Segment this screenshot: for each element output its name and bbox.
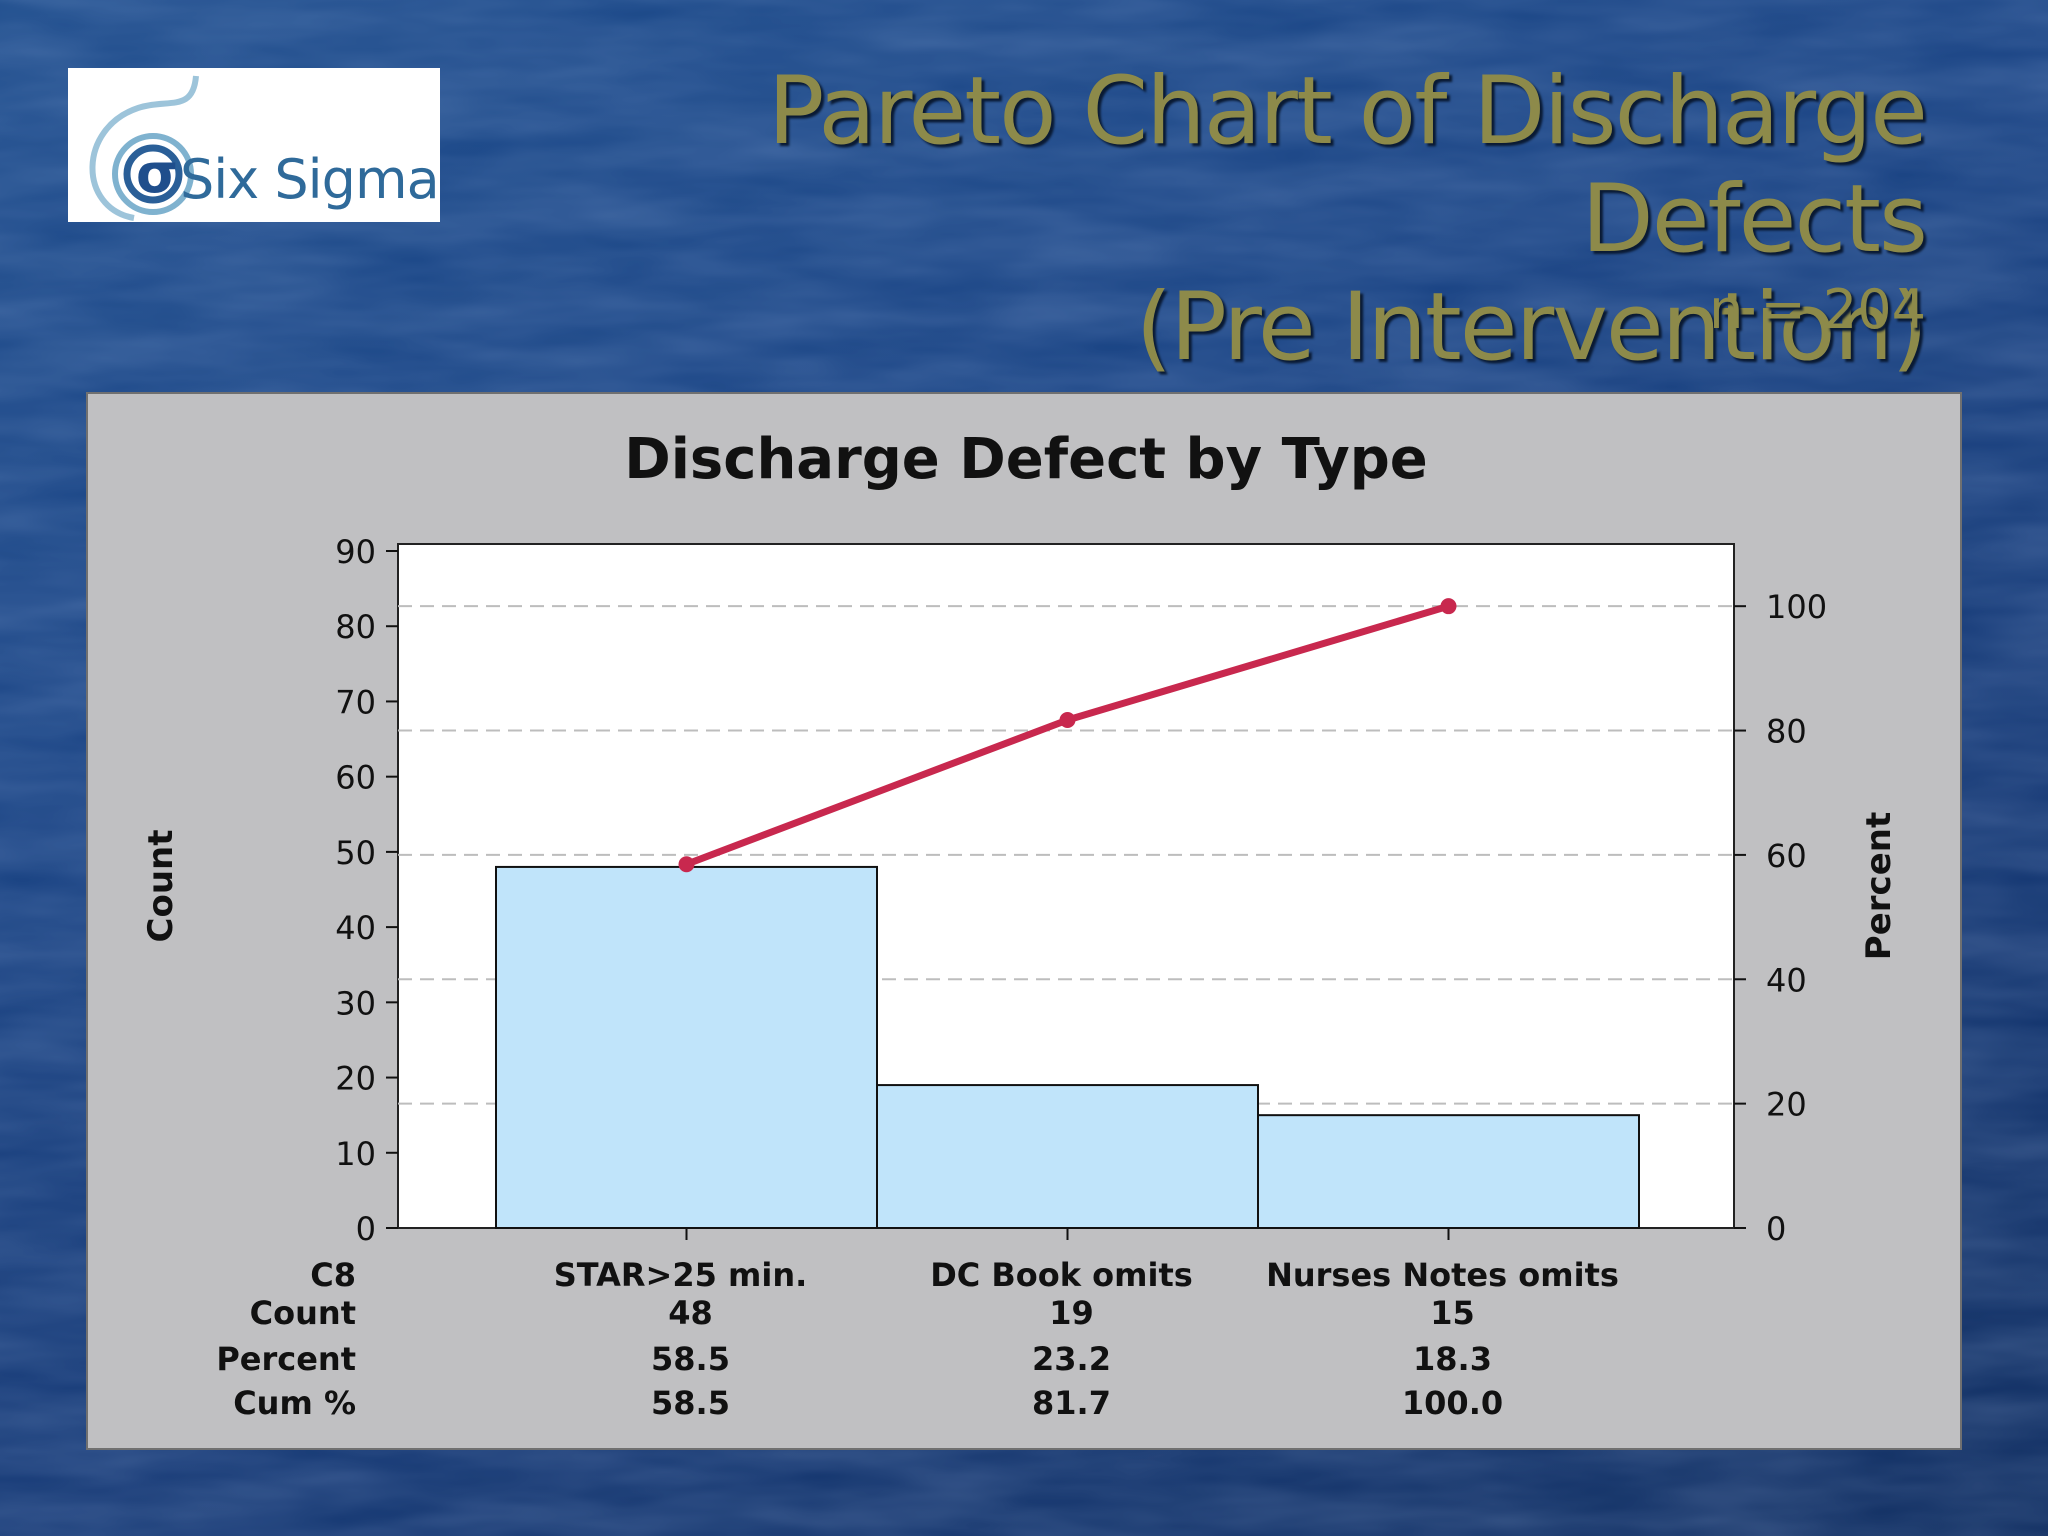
y2-tick-label: 60 <box>1766 837 1807 875</box>
category-label: Nurses Notes omits <box>1266 1256 1619 1294</box>
six-sigma-logo: σ Six Sigma <box>68 68 440 222</box>
slide-title-line2: (Pre Intervention) <box>1135 273 1928 382</box>
cumulative-point <box>678 856 695 873</box>
table-cum-percent: 81.7 <box>1032 1384 1111 1422</box>
table-count: 15 <box>1430 1294 1475 1332</box>
cumulative-line <box>678 598 1457 873</box>
y2-tick-label: 100 <box>1766 588 1827 626</box>
cumulative-point <box>1059 711 1076 728</box>
y-axis-label: Count <box>141 830 181 943</box>
y-tick-label: 50 <box>335 834 376 872</box>
svg-text:σ: σ <box>136 142 178 205</box>
chart-title: Discharge Defect by Type <box>624 427 1428 492</box>
bar <box>1257 1114 1640 1230</box>
sigma-spiral-icon: σ <box>89 75 199 221</box>
y-tick-label: 60 <box>335 759 376 797</box>
table-percent: 23.2 <box>1032 1340 1111 1378</box>
table-count: 19 <box>1049 1294 1094 1332</box>
category-label: DC Book omits <box>930 1256 1193 1294</box>
y2-axis: 0 20 40 60 80 100 <box>1734 588 1827 1248</box>
y-tick-label: 10 <box>335 1135 376 1173</box>
table-cum-percent: 58.5 <box>651 1384 730 1422</box>
table-percent: 18.3 <box>1413 1340 1492 1378</box>
x-axis <box>685 1228 1450 1240</box>
table-cum-percent: 100.0 <box>1402 1384 1503 1422</box>
table-row-label: Count <box>250 1294 356 1332</box>
y-tick-label: 30 <box>335 984 376 1022</box>
logo-text: Six Sigma <box>180 148 440 211</box>
slide-title-line1: Pareto Chart of Discharge Defects <box>767 57 1928 274</box>
y2-tick-label: 0 <box>1766 1210 1786 1248</box>
table-row-label: Percent <box>216 1340 356 1378</box>
y2-tick-label: 40 <box>1766 961 1807 999</box>
table-count: 48 <box>668 1294 713 1332</box>
y2-tick-label: 80 <box>1766 713 1807 751</box>
y-tick-label: 0 <box>356 1210 376 1248</box>
table-row-label: Cum % <box>233 1384 356 1422</box>
y-tick-label: 40 <box>335 909 376 947</box>
chart-panel: Discharge Defect by Type Count Percent 0… <box>86 392 1962 1450</box>
category-label: STAR>25 min. <box>554 1256 808 1294</box>
bar <box>876 1084 1259 1229</box>
y-tick-label: 20 <box>335 1060 376 1098</box>
bar <box>495 865 878 1229</box>
table-percent: 58.5 <box>651 1340 730 1378</box>
y-axis: 0 10 20 30 40 50 60 70 80 90 <box>335 533 398 1248</box>
sample-size-label: n = 204 <box>1709 278 1926 341</box>
slide-title: Pareto Chart of Discharge Defects (Pre I… <box>526 57 1928 382</box>
y-tick-label: 80 <box>335 608 376 646</box>
y-tick-label: 70 <box>335 683 376 721</box>
table-row-label: C8 <box>310 1256 356 1294</box>
pareto-chart: Discharge Defect by Type Count Percent 0… <box>141 427 1899 1422</box>
y-tick-label: 90 <box>335 533 376 571</box>
bars <box>495 865 1640 1230</box>
y2-axis-label: Percent <box>1859 812 1899 960</box>
cumulative-point <box>1440 598 1457 615</box>
y2-tick-label: 20 <box>1766 1086 1807 1124</box>
